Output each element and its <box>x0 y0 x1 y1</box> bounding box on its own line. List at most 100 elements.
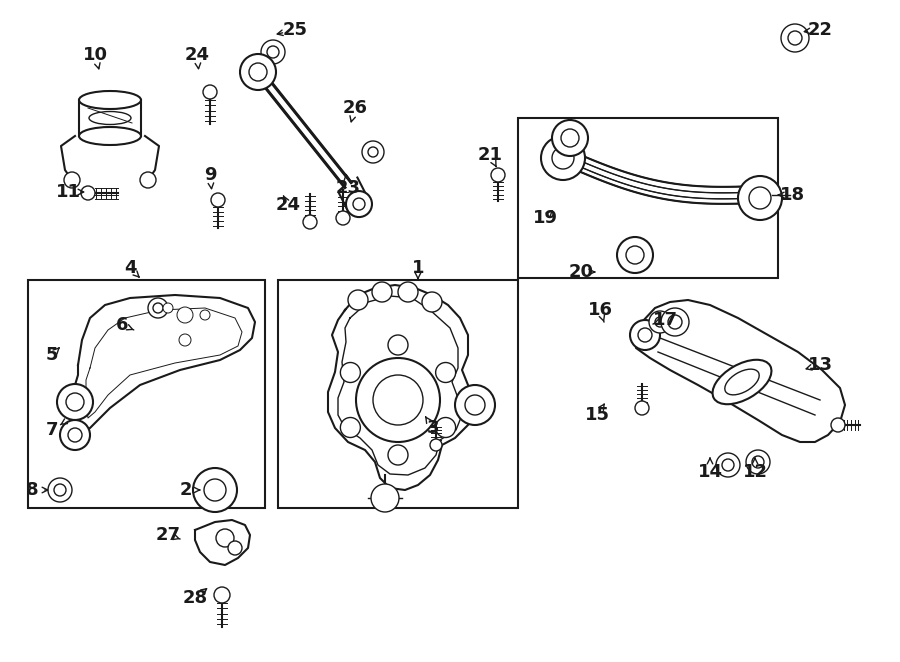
Bar <box>518 118 778 278</box>
Circle shape <box>179 334 191 346</box>
Circle shape <box>749 187 771 209</box>
Circle shape <box>356 358 440 442</box>
Circle shape <box>66 393 84 411</box>
Text: 13: 13 <box>807 356 833 374</box>
Text: 22: 22 <box>807 21 833 39</box>
Circle shape <box>48 478 72 502</box>
Text: 19: 19 <box>533 209 557 227</box>
Text: 1: 1 <box>412 259 424 277</box>
Bar <box>28 280 265 508</box>
Circle shape <box>465 395 485 415</box>
Circle shape <box>336 211 350 225</box>
Text: 24: 24 <box>184 46 210 64</box>
Circle shape <box>240 54 276 90</box>
Text: 4: 4 <box>124 259 136 277</box>
Polygon shape <box>72 295 255 435</box>
Text: 27: 27 <box>156 526 181 544</box>
Circle shape <box>249 63 267 81</box>
Text: 15: 15 <box>584 406 609 424</box>
Circle shape <box>781 24 809 52</box>
Circle shape <box>788 31 802 45</box>
Circle shape <box>552 147 574 169</box>
Ellipse shape <box>89 111 131 124</box>
Text: 17: 17 <box>652 311 678 329</box>
Circle shape <box>204 479 226 501</box>
Circle shape <box>398 282 418 302</box>
Circle shape <box>752 456 764 468</box>
Circle shape <box>436 363 455 383</box>
Circle shape <box>422 292 442 312</box>
Ellipse shape <box>79 91 141 109</box>
Circle shape <box>362 141 384 163</box>
Circle shape <box>430 439 442 451</box>
Circle shape <box>373 375 423 425</box>
Circle shape <box>228 541 242 555</box>
Circle shape <box>661 308 689 336</box>
Circle shape <box>436 418 455 438</box>
Text: 9: 9 <box>203 166 216 184</box>
Circle shape <box>153 303 163 313</box>
Text: 12: 12 <box>742 463 768 481</box>
Text: 7: 7 <box>46 421 58 439</box>
Text: 8: 8 <box>26 481 39 499</box>
Circle shape <box>649 311 671 333</box>
Circle shape <box>148 298 168 318</box>
Text: 11: 11 <box>56 183 80 201</box>
Circle shape <box>163 303 173 313</box>
Text: 18: 18 <box>779 186 805 204</box>
Circle shape <box>57 384 93 420</box>
Circle shape <box>746 450 770 474</box>
Circle shape <box>617 237 653 273</box>
Text: 23: 23 <box>336 179 361 197</box>
Bar <box>278 280 518 508</box>
Polygon shape <box>636 300 845 442</box>
Polygon shape <box>195 520 250 565</box>
Circle shape <box>54 484 66 496</box>
Circle shape <box>353 198 365 210</box>
Ellipse shape <box>713 359 771 404</box>
Circle shape <box>388 335 408 355</box>
Circle shape <box>455 385 495 425</box>
Circle shape <box>630 320 660 350</box>
Circle shape <box>203 85 217 99</box>
Circle shape <box>340 363 360 383</box>
Circle shape <box>340 418 360 438</box>
Text: 24: 24 <box>275 196 301 214</box>
Text: 10: 10 <box>83 46 107 64</box>
Text: 28: 28 <box>183 589 208 607</box>
Text: 14: 14 <box>698 463 723 481</box>
Circle shape <box>552 120 588 156</box>
Circle shape <box>267 46 279 58</box>
Circle shape <box>64 172 80 188</box>
Ellipse shape <box>724 369 760 395</box>
Text: 26: 26 <box>343 99 367 117</box>
Ellipse shape <box>79 127 141 145</box>
Circle shape <box>371 484 399 512</box>
Circle shape <box>140 172 156 188</box>
Circle shape <box>372 282 392 302</box>
Circle shape <box>541 136 585 180</box>
Circle shape <box>60 420 90 450</box>
Circle shape <box>668 315 682 329</box>
Circle shape <box>214 587 230 603</box>
Circle shape <box>738 176 782 220</box>
Circle shape <box>635 401 649 415</box>
Text: 5: 5 <box>46 346 58 364</box>
Circle shape <box>831 418 845 432</box>
Circle shape <box>216 529 234 547</box>
Circle shape <box>200 310 210 320</box>
Text: 16: 16 <box>588 301 613 319</box>
Text: 2: 2 <box>180 481 193 499</box>
Circle shape <box>68 428 82 442</box>
Text: 6: 6 <box>116 316 128 334</box>
Circle shape <box>638 328 652 342</box>
Polygon shape <box>255 70 351 187</box>
Circle shape <box>491 168 505 182</box>
Circle shape <box>193 468 237 512</box>
Text: 3: 3 <box>427 419 439 437</box>
Circle shape <box>261 40 285 64</box>
Circle shape <box>211 193 225 207</box>
Text: 21: 21 <box>478 146 502 164</box>
Circle shape <box>303 215 317 229</box>
Circle shape <box>177 307 193 323</box>
